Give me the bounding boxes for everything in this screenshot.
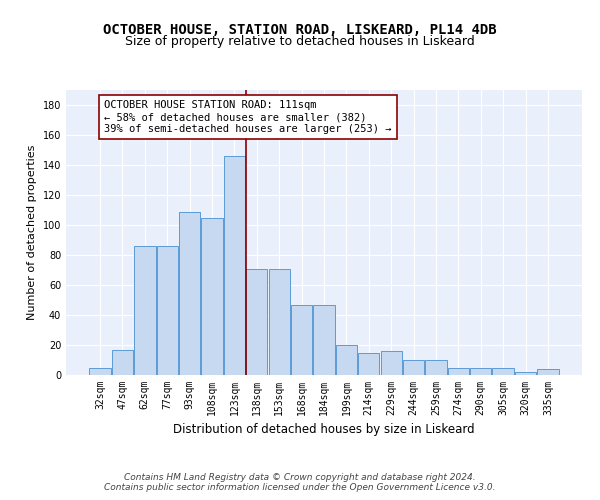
Bar — [157, 246, 178, 375]
Text: OCTOBER HOUSE, STATION ROAD, LISKEARD, PL14 4DB: OCTOBER HOUSE, STATION ROAD, LISKEARD, P… — [103, 22, 497, 36]
Bar — [291, 304, 312, 375]
Text: Contains HM Land Registry data © Crown copyright and database right 2024.
Contai: Contains HM Land Registry data © Crown c… — [104, 473, 496, 492]
Bar — [403, 360, 424, 375]
Bar — [515, 372, 536, 375]
Bar — [358, 352, 379, 375]
Bar — [179, 212, 200, 375]
Bar — [425, 360, 446, 375]
Bar — [202, 218, 223, 375]
Bar — [313, 304, 335, 375]
Bar — [269, 268, 290, 375]
Bar — [89, 368, 111, 375]
Bar — [537, 369, 559, 375]
Bar — [246, 268, 268, 375]
Bar — [448, 368, 469, 375]
Bar — [336, 345, 357, 375]
Bar — [224, 156, 245, 375]
Text: OCTOBER HOUSE STATION ROAD: 111sqm
← 58% of detached houses are smaller (382)
39: OCTOBER HOUSE STATION ROAD: 111sqm ← 58%… — [104, 100, 392, 134]
X-axis label: Distribution of detached houses by size in Liskeard: Distribution of detached houses by size … — [173, 424, 475, 436]
Bar — [493, 368, 514, 375]
Bar — [380, 351, 402, 375]
Bar — [470, 368, 491, 375]
Bar — [134, 246, 155, 375]
Bar — [112, 350, 133, 375]
Y-axis label: Number of detached properties: Number of detached properties — [27, 145, 37, 320]
Text: Size of property relative to detached houses in Liskeard: Size of property relative to detached ho… — [125, 35, 475, 48]
